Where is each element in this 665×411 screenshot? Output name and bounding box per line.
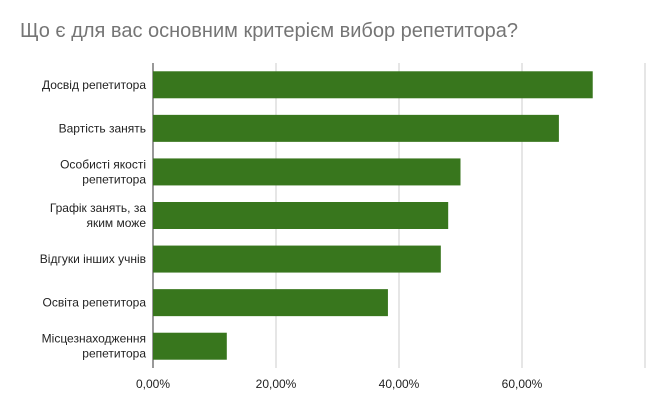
category-label: Відгуки інших учнів <box>40 252 146 266</box>
category-label: Досвід репетитора <box>42 78 146 92</box>
x-tick-label: 60,00% <box>502 377 543 391</box>
x-tick-label: 40,00% <box>379 377 420 391</box>
bar <box>153 245 441 273</box>
bar <box>153 332 227 360</box>
bars <box>153 71 593 360</box>
bar <box>153 114 559 142</box>
x-tick-label: 0,00% <box>136 377 170 391</box>
bar <box>153 289 388 317</box>
chart-title: Що є для вас основним критерієм вибор ре… <box>20 20 518 42</box>
category-label: Графік занять, за <box>50 201 147 215</box>
category-label: Освіта репетитора <box>43 296 147 310</box>
x-tick-label: 20,00% <box>256 377 297 391</box>
category-label: репетитора <box>82 172 146 186</box>
bar <box>153 71 593 99</box>
bar <box>153 158 461 186</box>
bar <box>153 202 449 229</box>
category-label: яким може <box>86 216 146 230</box>
category-label: репетитора <box>82 347 146 361</box>
x-tick-labels: 0,00% 20,00% 40,00% 60,00% <box>136 377 543 391</box>
category-labels: Досвід репетитора Вартість занять Особисті… <box>40 78 147 361</box>
category-label: Місцезнаходження <box>42 332 146 346</box>
category-label: Вартість занять <box>59 121 146 135</box>
category-label: Особисті якості <box>60 157 146 171</box>
